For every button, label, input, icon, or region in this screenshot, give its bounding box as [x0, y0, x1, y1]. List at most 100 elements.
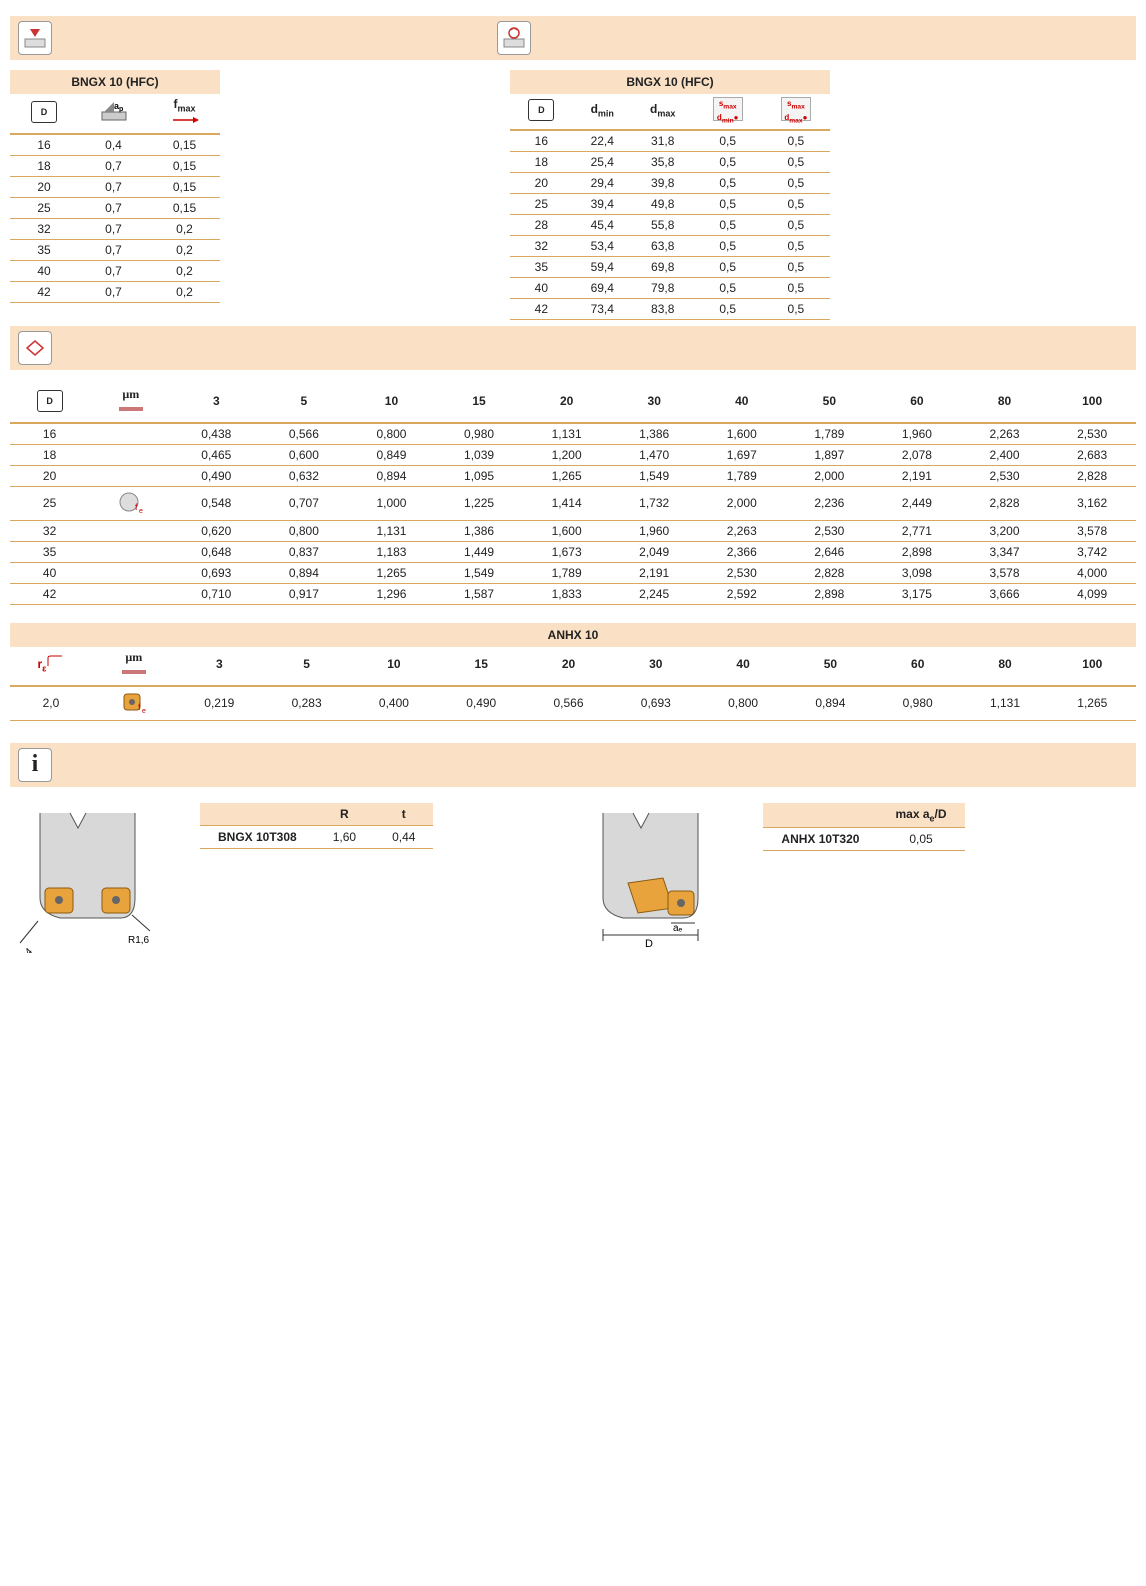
table-row: 320,6200,8001,1311,3861,6001,9602,2632,5… — [10, 520, 1136, 541]
col-val: 60 — [874, 647, 961, 686]
label-t: 0,4 — [17, 946, 35, 953]
col-um-icon: µm — [89, 384, 172, 423]
section4-content: R1,6 0,4 R t BNGX 10T308 1,60 0,44 — [10, 803, 1136, 953]
table-row: 160,4380,5660,8000,9801,1311,3861,6001,7… — [10, 423, 1136, 445]
section3-table: rεµm351015203040506080100 2,0fe0,2190,28… — [10, 647, 1136, 721]
col-val: 20 — [523, 384, 611, 423]
col-val: 15 — [435, 384, 523, 423]
col-val: 3 — [176, 647, 263, 686]
face-mill-icon — [18, 21, 52, 55]
table-row: 25fe0,5480,7071,0001,2251,4141,7322,0002… — [10, 486, 1136, 520]
col-d-icon: D — [10, 94, 78, 134]
table-row: 2,0fe0,2190,2830,4000,4900,5660,6930,800… — [10, 686, 1136, 721]
rhombus-insert-icon — [18, 331, 52, 365]
table-row: 4069,479,80,50,5 — [510, 277, 830, 298]
col-val: 40 — [698, 384, 786, 423]
left-mini-table: R t BNGX 10T308 1,60 0,44 — [200, 803, 433, 849]
table-row: 2845,455,80,50,5 — [510, 214, 830, 235]
table-row: 2539,449,80,50,5 — [510, 193, 830, 214]
table-row: 420,70,2 — [10, 282, 220, 303]
col-val: 10 — [350, 647, 437, 686]
label-ae: aₑ — [673, 923, 683, 934]
col-val: 50 — [786, 384, 874, 423]
col-val: 40 — [699, 647, 786, 686]
section2-table: Dµm351015203040506080100 160,4380,5660,8… — [10, 384, 1136, 605]
section4-band: i — [10, 743, 1136, 787]
left-mini-table-container: R t BNGX 10T308 1,60 0,44 — [200, 803, 433, 849]
section3-container: ANHX 10 rεµm351015203040506080100 2,0fe0… — [10, 623, 1136, 721]
table-row: 350,70,2 — [10, 240, 220, 261]
lmini-h0 — [200, 803, 315, 826]
col-fmax-icon: fmax — [149, 94, 220, 134]
svg-text:f: f — [138, 702, 141, 712]
col-val: 20 — [525, 647, 612, 686]
left-diagram: R1,6 0,4 — [10, 803, 160, 953]
table-row: 180,70,15 — [10, 156, 220, 177]
info-icon: i — [18, 748, 52, 782]
col-val: 100 — [1049, 647, 1136, 686]
section2-table-container: Dµm351015203040506080100 160,4380,5660,8… — [10, 384, 1136, 605]
lmini-r2: 0,44 — [374, 825, 433, 848]
right-diagram: D aₑ — [573, 803, 723, 953]
table-row: 250,70,15 — [10, 198, 220, 219]
table-row: 1622,431,80,50,5 — [510, 130, 830, 152]
col-val: 50 — [787, 647, 874, 686]
table-row: 180,4650,6000,8491,0391,2001,4701,6971,8… — [10, 444, 1136, 465]
col-val: 100 — [1048, 384, 1136, 423]
table-row: 2029,439,80,50,5 — [510, 172, 830, 193]
table-row: 350,6480,8371,1831,4491,6732,0492,3662,6… — [10, 541, 1136, 562]
lmini-r1: 1,60 — [315, 825, 374, 848]
left-table-title: BNGX 10 (HFC) — [10, 70, 220, 94]
lmini-r0: BNGX 10T308 — [200, 825, 315, 848]
fe-feed-icon: fe — [92, 686, 176, 721]
col-dmin: dmin — [573, 94, 632, 130]
svg-text:e: e — [142, 708, 146, 714]
col-val: 10 — [348, 384, 436, 423]
lmini-h2: t — [374, 803, 433, 826]
label-r: R1,6 — [128, 935, 150, 946]
svg-text:ap: ap — [114, 101, 123, 113]
table-row: 400,70,2 — [10, 261, 220, 282]
col-ap-icon: ap — [78, 94, 149, 134]
right-table-container: BNGX 10 (HFC) D dmin dmax smaxdmin● smax… — [510, 70, 830, 320]
col-dmax: dmax — [632, 94, 694, 130]
col-val: 3 — [173, 384, 261, 423]
smax-dmin-icon: smaxdmin● — [713, 97, 743, 121]
table-row: 200,70,15 — [10, 177, 220, 198]
col-val: 80 — [961, 384, 1049, 423]
svg-text:e: e — [139, 508, 143, 514]
col-um-icon: µm — [92, 647, 176, 686]
rmini-h1: max ae/D — [877, 803, 964, 828]
table-row: 160,40,15 — [10, 134, 220, 156]
right-table: D dmin dmax smaxdmin● smaxdmax● 1622,431… — [510, 94, 830, 320]
left-table-container: BNGX 10 (HFC) D ap fmax 160,40,15180,70,… — [10, 70, 220, 320]
col-smax-dmin-icon: smaxdmin● — [694, 94, 762, 130]
rmini-h0 — [763, 803, 877, 828]
table-row: 3253,463,80,50,5 — [510, 235, 830, 256]
lmini-h1: R — [315, 803, 374, 826]
col-re-icon: rε — [10, 647, 92, 686]
section1-band — [10, 16, 1136, 60]
rmini-r0: ANHX 10T320 — [763, 827, 877, 850]
section3-title: ANHX 10 — [10, 623, 1136, 647]
right-mini-table-container: max ae/D ANHX 10T320 0,05 — [763, 803, 964, 851]
section2-band — [10, 326, 1136, 370]
right-mini-table: max ae/D ANHX 10T320 0,05 — [763, 803, 964, 851]
right-table-title: BNGX 10 (HFC) — [510, 70, 830, 94]
table-row: 1825,435,80,50,5 — [510, 151, 830, 172]
rmini-r1: 0,05 — [877, 827, 964, 850]
col-val: 15 — [438, 647, 525, 686]
col-d-icon: D — [510, 94, 573, 130]
col-val: 5 — [260, 384, 348, 423]
label-D: D — [645, 938, 653, 950]
diameter-hex-icon: D — [528, 99, 554, 121]
col-val: 80 — [961, 647, 1048, 686]
section1-tables: BNGX 10 (HFC) D ap fmax 160,40,15180,70,… — [10, 70, 1136, 320]
col-smax-dmax-icon: smaxdmax● — [762, 94, 830, 130]
fe-feed-icon: fe — [89, 486, 172, 520]
diameter-hex-icon: D — [31, 101, 57, 123]
col-val: 30 — [610, 384, 698, 423]
table-row: 420,7100,9171,2961,5871,8332,2452,5922,8… — [10, 583, 1136, 604]
table-row: 3559,469,80,50,5 — [510, 256, 830, 277]
col-d-icon: D — [10, 384, 89, 423]
